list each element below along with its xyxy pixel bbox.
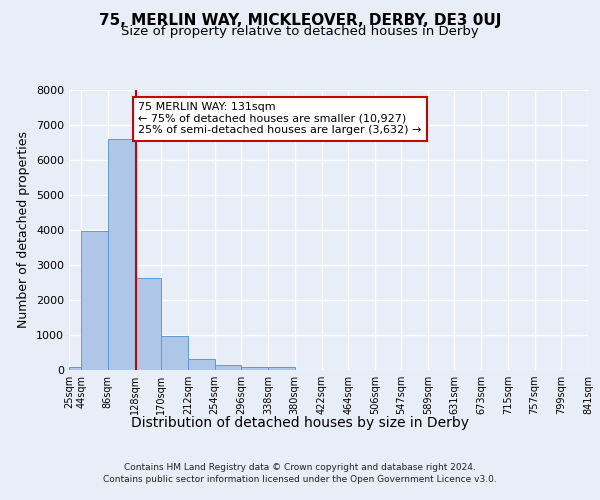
Bar <box>161 336 188 370</box>
Text: 75, MERLIN WAY, MICKLEOVER, DERBY, DE3 0UJ: 75, MERLIN WAY, MICKLEOVER, DERBY, DE3 0… <box>99 12 501 28</box>
Bar <box>268 368 295 370</box>
Text: Size of property relative to detached houses in Derby: Size of property relative to detached ho… <box>121 25 479 38</box>
Text: Distribution of detached houses by size in Derby: Distribution of detached houses by size … <box>131 416 469 430</box>
Text: 75 MERLIN WAY: 131sqm
← 75% of detached houses are smaller (10,927)
25% of semi-: 75 MERLIN WAY: 131sqm ← 75% of detached … <box>139 102 422 136</box>
Y-axis label: Number of detached properties: Number of detached properties <box>17 132 31 328</box>
Bar <box>108 140 134 370</box>
Bar <box>134 278 161 370</box>
Bar <box>188 359 215 370</box>
Bar <box>241 366 268 370</box>
Bar <box>69 368 81 370</box>
Text: Contains public sector information licensed under the Open Government Licence v3: Contains public sector information licen… <box>103 476 497 484</box>
Bar <box>81 230 108 370</box>
Text: Contains HM Land Registry data © Crown copyright and database right 2024.: Contains HM Land Registry data © Crown c… <box>124 463 476 472</box>
Bar <box>215 366 241 370</box>
